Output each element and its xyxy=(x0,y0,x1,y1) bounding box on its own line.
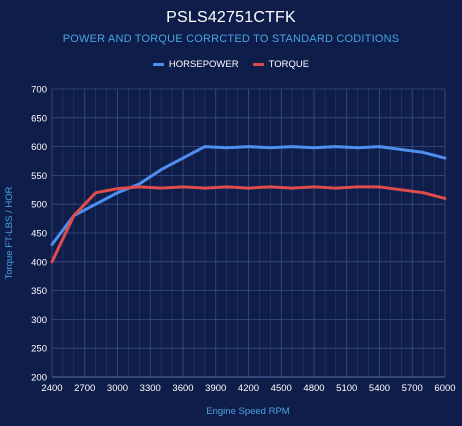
legend-item-horsepower[interactable]: HORSEPOWER xyxy=(152,59,239,70)
y-tick-label: 650 xyxy=(31,113,47,124)
x-tick-label: 3300 xyxy=(140,383,161,394)
legend-swatch-torque xyxy=(252,63,264,66)
y-tick-label: 300 xyxy=(31,315,47,326)
x-tick-label: 3900 xyxy=(205,383,226,394)
legend: HORSEPOWER TORQUE xyxy=(0,59,462,70)
legend-label-horsepower: HORSEPOWER xyxy=(168,59,239,70)
y-tick-label: 700 xyxy=(31,85,47,96)
series-line-horsepower xyxy=(50,145,447,246)
series-line-torque xyxy=(50,185,447,264)
y-tick-label: 200 xyxy=(31,373,47,384)
x-tick-label: 2400 xyxy=(41,383,62,394)
y-tick-label: 550 xyxy=(31,171,47,182)
chart-subtitle: POWER AND TORQUE CORRCTED TO STANDARD CO… xyxy=(62,33,400,45)
x-tick-label: 5100 xyxy=(336,383,357,394)
y-tick-label: 400 xyxy=(31,257,47,268)
legend-label-torque: TORQUE xyxy=(268,59,310,70)
x-tick-label: 5400 xyxy=(369,383,390,394)
x-tick-label: 2700 xyxy=(74,383,95,394)
x-tick-label: 5700 xyxy=(402,383,423,394)
y-axis-title: Torque FT-LBS / HOR xyxy=(4,186,15,279)
y-tick-label: 250 xyxy=(31,344,47,355)
x-tick-label: 4800 xyxy=(303,383,324,394)
x-tick-label: 3600 xyxy=(172,383,193,394)
legend-swatch-horsepower xyxy=(152,63,164,66)
x-tick-label: 4200 xyxy=(238,383,259,394)
x-tick-label: 4500 xyxy=(271,383,292,394)
y-tick-label: 500 xyxy=(31,200,47,211)
x-tick-label: 3000 xyxy=(107,383,128,394)
chart-title: PSLS42751CTFK xyxy=(166,9,296,26)
y-tick-label: 600 xyxy=(31,142,47,153)
x-axis-title: Engine Speed RPM xyxy=(206,406,290,417)
y-tick-label: 350 xyxy=(31,286,47,297)
x-tick-label: 6000 xyxy=(434,383,455,394)
legend-item-torque[interactable]: TORQUE xyxy=(252,59,310,70)
y-tick-label: 450 xyxy=(31,229,47,240)
